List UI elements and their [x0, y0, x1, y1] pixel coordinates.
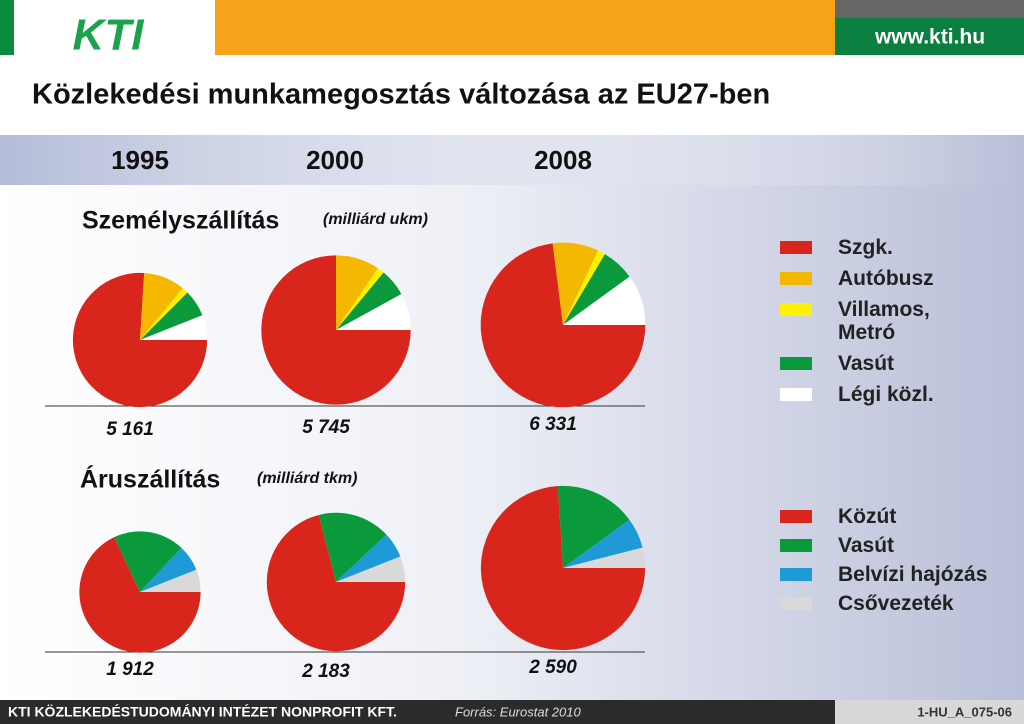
logo: KTI	[73, 11, 145, 60]
legend: Közút Vasút Belvízi hajózás Csővezeték	[780, 505, 988, 615]
legend-swatch	[780, 357, 812, 370]
pie-slice	[336, 294, 411, 330]
total-label: 1 912	[106, 659, 154, 680]
legend-item: Villamos, Metró	[780, 298, 988, 344]
total-label: 5 161	[106, 419, 154, 440]
unit: (milliárd tkm)	[257, 470, 357, 487]
legend-label: Villamos, Metró	[838, 298, 930, 344]
legend-label: Autóbusz	[838, 267, 934, 290]
pie-slice	[79, 537, 201, 653]
legend-label: Vasút	[838, 352, 895, 375]
title-bg	[0, 55, 1024, 135]
pie-slice	[318, 512, 387, 582]
title: Közlekedési munkamegosztás változása az …	[32, 79, 770, 111]
pie-slice	[557, 485, 630, 568]
header-accent	[0, 0, 14, 55]
unit: (milliárd ukm)	[323, 211, 428, 228]
pie-slice	[140, 547, 197, 592]
pie-slice	[563, 250, 605, 325]
pie-slice	[480, 486, 646, 651]
header-orange	[215, 0, 835, 55]
section-title: Áruszállítás	[80, 465, 220, 494]
pie-slice	[336, 556, 406, 582]
legend-item: Közút	[780, 505, 988, 528]
pie-slice	[563, 519, 643, 568]
total-label: 2 183	[301, 661, 350, 682]
pie-slice	[336, 534, 401, 582]
footer-code: 1-HU_A_075-06	[917, 704, 1012, 719]
year-label: 1995	[111, 145, 169, 175]
legend-label: Belvízi hajózás	[838, 563, 988, 586]
year-label: 2008	[534, 145, 592, 175]
pie-slice	[563, 254, 630, 325]
legend-swatch	[780, 388, 812, 401]
footer-source: Forrás: Eurostat 2010	[455, 704, 581, 719]
legend-item: Autóbusz	[780, 267, 988, 290]
header-grey	[835, 0, 1024, 18]
pie-slice	[480, 243, 646, 408]
year-label: 2000	[306, 145, 364, 175]
legend-swatch	[780, 241, 812, 254]
legend-item: Vasút	[780, 534, 988, 557]
legend-item: Csővezeték	[780, 592, 988, 615]
pie-slice	[563, 276, 646, 325]
legend-label: Vasút	[838, 534, 895, 557]
pie-slice	[140, 288, 188, 340]
total-label: 5 745	[302, 417, 350, 438]
pie-slice	[140, 292, 203, 340]
pie-slice	[552, 242, 599, 325]
pie-slice	[563, 547, 646, 568]
legend-item: Vasút	[780, 352, 988, 375]
url: www.kti.hu	[874, 26, 985, 49]
pie-slice	[266, 514, 406, 652]
pie-slice	[336, 272, 402, 330]
legend-swatch	[780, 568, 812, 581]
legend-item: Szgk.	[780, 236, 988, 259]
legend-swatch	[780, 510, 812, 523]
legend-item: Légi közl.	[780, 383, 988, 406]
pie-slice	[336, 255, 378, 330]
footer-code-bg	[835, 700, 1024, 724]
total-label: 6 331	[529, 414, 577, 435]
legend-swatch	[780, 597, 812, 610]
pie-slice	[140, 569, 201, 592]
legend-label: Közút	[838, 505, 897, 528]
legend: Szgk. Autóbusz Villamos, Metró Vasút Légi kö…	[780, 236, 988, 406]
footer-org: KTI KÖZLEKEDÉSTUDOMÁNYI INTÉZET NONPROFI…	[8, 704, 397, 720]
legend-label: Csővezeték	[838, 592, 954, 615]
year-band	[0, 135, 1024, 185]
header-green	[835, 18, 1024, 55]
legend-label: Légi közl.	[838, 383, 934, 406]
legend-label: Szgk.	[838, 236, 893, 259]
legend-swatch	[780, 303, 812, 316]
pie-slice	[140, 315, 208, 340]
pie-slice	[140, 273, 183, 340]
section-title: Személyszállítás	[82, 207, 279, 235]
legend-swatch	[780, 539, 812, 552]
total-label: 2 590	[528, 657, 577, 678]
pie-slice	[114, 531, 182, 592]
legend-item: Belvízi hajózás	[780, 563, 988, 586]
pie-slice	[336, 268, 384, 330]
legend-swatch	[780, 272, 812, 285]
